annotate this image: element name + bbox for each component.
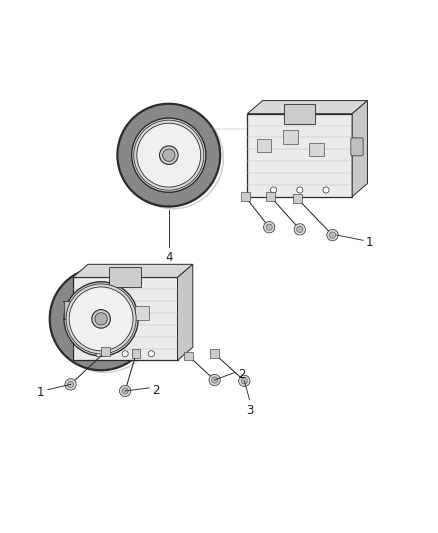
Circle shape bbox=[92, 310, 110, 328]
Circle shape bbox=[52, 270, 151, 368]
Text: 2: 2 bbox=[238, 368, 246, 381]
Circle shape bbox=[122, 351, 128, 357]
Bar bbox=[101, 348, 110, 356]
Text: 4: 4 bbox=[165, 251, 173, 264]
Polygon shape bbox=[247, 101, 367, 114]
Circle shape bbox=[49, 268, 152, 370]
Circle shape bbox=[212, 377, 218, 383]
FancyBboxPatch shape bbox=[110, 268, 141, 287]
Circle shape bbox=[134, 120, 204, 190]
Circle shape bbox=[266, 224, 272, 230]
Circle shape bbox=[239, 375, 250, 386]
Circle shape bbox=[120, 385, 131, 397]
Polygon shape bbox=[247, 114, 352, 197]
Circle shape bbox=[51, 269, 152, 369]
FancyBboxPatch shape bbox=[284, 104, 315, 124]
Circle shape bbox=[127, 113, 211, 197]
Circle shape bbox=[55, 273, 147, 365]
FancyBboxPatch shape bbox=[135, 306, 149, 320]
Circle shape bbox=[123, 109, 215, 201]
Circle shape bbox=[264, 222, 275, 233]
Bar bbox=[210, 350, 219, 358]
Circle shape bbox=[60, 278, 142, 360]
Circle shape bbox=[323, 187, 329, 193]
Circle shape bbox=[54, 272, 148, 366]
Circle shape bbox=[297, 227, 303, 232]
Circle shape bbox=[120, 107, 217, 203]
Circle shape bbox=[69, 287, 133, 351]
Bar bbox=[132, 350, 141, 358]
Circle shape bbox=[126, 112, 212, 198]
Circle shape bbox=[57, 275, 145, 363]
Polygon shape bbox=[352, 101, 367, 197]
Circle shape bbox=[122, 108, 215, 202]
Bar bbox=[293, 195, 302, 203]
Circle shape bbox=[119, 106, 218, 205]
Circle shape bbox=[119, 105, 219, 205]
Bar bbox=[184, 352, 193, 360]
Circle shape bbox=[148, 351, 154, 357]
Circle shape bbox=[271, 187, 277, 193]
Text: 2: 2 bbox=[152, 384, 159, 397]
Circle shape bbox=[59, 277, 143, 361]
Text: 3: 3 bbox=[246, 404, 253, 417]
Circle shape bbox=[67, 381, 74, 387]
Circle shape bbox=[117, 103, 220, 207]
FancyBboxPatch shape bbox=[257, 139, 271, 152]
Text: 1: 1 bbox=[37, 386, 44, 399]
Circle shape bbox=[117, 103, 220, 207]
Circle shape bbox=[66, 284, 136, 354]
Polygon shape bbox=[73, 264, 193, 277]
Circle shape bbox=[128, 115, 209, 196]
FancyBboxPatch shape bbox=[82, 302, 97, 316]
Bar bbox=[266, 192, 275, 201]
Circle shape bbox=[65, 379, 76, 390]
Circle shape bbox=[132, 118, 206, 192]
Circle shape bbox=[297, 187, 303, 193]
Circle shape bbox=[162, 149, 175, 161]
Circle shape bbox=[58, 276, 144, 362]
Circle shape bbox=[64, 282, 138, 356]
FancyBboxPatch shape bbox=[283, 130, 297, 143]
Circle shape bbox=[53, 271, 149, 367]
FancyBboxPatch shape bbox=[309, 143, 324, 156]
FancyBboxPatch shape bbox=[63, 302, 73, 320]
Polygon shape bbox=[73, 277, 177, 360]
Circle shape bbox=[137, 123, 201, 187]
Circle shape bbox=[327, 229, 338, 241]
FancyBboxPatch shape bbox=[109, 294, 123, 308]
Circle shape bbox=[125, 111, 213, 199]
Circle shape bbox=[159, 146, 178, 165]
Circle shape bbox=[95, 313, 107, 325]
Bar bbox=[241, 192, 250, 201]
Circle shape bbox=[122, 388, 128, 394]
Circle shape bbox=[294, 224, 305, 235]
Circle shape bbox=[329, 232, 336, 238]
Circle shape bbox=[241, 378, 247, 384]
Circle shape bbox=[96, 351, 102, 357]
FancyBboxPatch shape bbox=[351, 138, 363, 156]
Polygon shape bbox=[177, 264, 193, 360]
Circle shape bbox=[124, 110, 214, 200]
Circle shape bbox=[49, 268, 152, 370]
Circle shape bbox=[209, 374, 220, 386]
Text: 1: 1 bbox=[366, 236, 373, 249]
Circle shape bbox=[57, 274, 146, 364]
